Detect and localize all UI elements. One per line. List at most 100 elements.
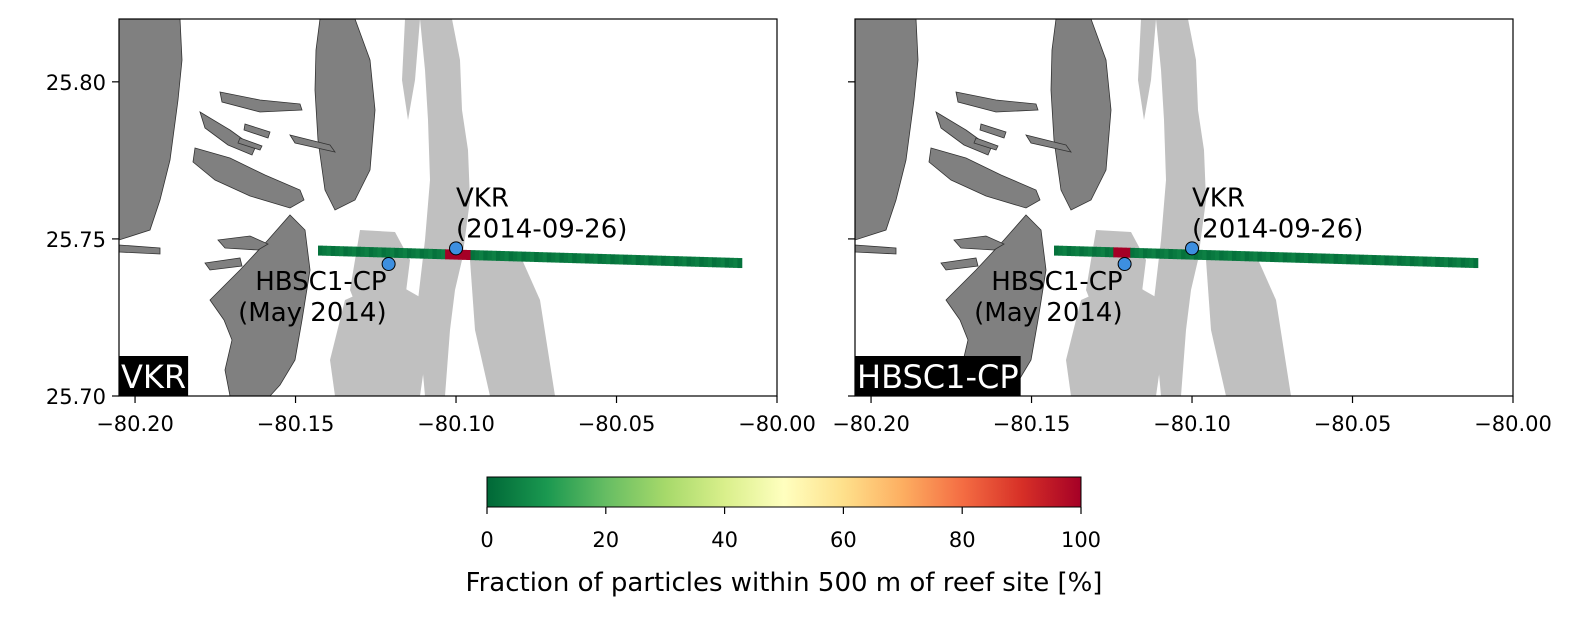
plot-frame <box>118 18 778 397</box>
transect-cell <box>1380 255 1386 266</box>
transect-cell <box>1460 257 1466 268</box>
transect-cell <box>1079 246 1085 257</box>
transect-cell <box>1287 252 1292 263</box>
transect-cell <box>474 250 480 261</box>
transect-cell <box>364 246 370 257</box>
transect-cell <box>432 248 438 259</box>
x-tick-label: −80.00 <box>738 412 816 436</box>
transect-cell <box>1320 253 1326 264</box>
transect-cell <box>1439 257 1445 268</box>
transect-cell <box>368 247 374 258</box>
transect-cell <box>1096 246 1102 257</box>
transect-cell <box>1337 254 1343 265</box>
transect-cell <box>678 256 683 267</box>
transect-cell <box>1121 247 1127 258</box>
transect-cell <box>343 246 349 257</box>
transect-cell <box>1248 251 1254 262</box>
transect <box>1054 245 1479 269</box>
transect-cell <box>1342 254 1347 265</box>
y-tick-label: 25.70 <box>46 385 106 409</box>
transect-cell <box>411 248 417 259</box>
colorbar: 0 20 40 60 80 100 Fraction of particles withi… <box>466 476 1102 598</box>
transect-cell <box>1215 250 1220 261</box>
transect-cell <box>733 257 739 268</box>
transect-cell <box>614 254 620 265</box>
transect-cell <box>428 248 434 259</box>
transect-cell <box>551 252 556 263</box>
transect-cell <box>445 249 450 260</box>
panel-label-text: HBSC1-CP <box>857 358 1019 396</box>
transect-cell <box>1126 247 1131 258</box>
transect-cell <box>1210 250 1216 261</box>
transect-cell <box>1414 256 1419 267</box>
transect-cell <box>1397 255 1403 266</box>
transect-cell <box>1240 251 1246 262</box>
transect-cell <box>1431 256 1436 267</box>
x-tick-label: −80.05 <box>578 412 656 436</box>
transect-cell <box>682 256 688 267</box>
colorbar-tick-label: 40 <box>711 528 738 552</box>
transect-cell <box>1329 253 1335 264</box>
transect-cell <box>1325 253 1331 264</box>
transect-cell <box>707 257 713 268</box>
transect-cell <box>1202 250 1208 261</box>
transect-cell <box>1464 257 1470 268</box>
site-label-hbsc1-cp: HBSC1-CP (May 2014) <box>238 267 386 328</box>
transect-cell <box>1176 249 1182 260</box>
transect-cell <box>1198 249 1203 260</box>
transect-cell <box>1278 252 1284 263</box>
transect-cell <box>567 253 573 264</box>
transect-cell <box>339 246 345 257</box>
transect-cell <box>618 254 624 265</box>
transect-cell <box>1274 252 1280 263</box>
transect-cell <box>479 250 484 261</box>
transect-cell <box>584 253 590 264</box>
transect-cell <box>504 251 510 262</box>
transect-cell <box>326 245 332 256</box>
transect-cell <box>470 250 476 261</box>
transect-cell <box>572 253 578 264</box>
transect-cell <box>652 255 658 266</box>
x-tick-label: −80.15 <box>993 412 1071 436</box>
transect-cell <box>1223 250 1229 261</box>
transect-cell <box>1193 249 1199 260</box>
transect-cell <box>1265 251 1271 262</box>
transect-cell <box>1409 256 1415 267</box>
transect-cell <box>419 248 425 259</box>
transect-cell <box>402 248 408 259</box>
transect-cell <box>724 257 730 268</box>
transect-cell <box>1270 252 1275 263</box>
transect-cell <box>1155 248 1161 259</box>
x-tick-label: −80.00 <box>1474 412 1552 436</box>
transect-cell <box>1100 246 1106 257</box>
transect-cell <box>1181 249 1186 260</box>
transect-cell <box>1066 245 1072 256</box>
transect-cell <box>1359 254 1364 265</box>
colorbar-tick-label: 0 <box>480 528 493 552</box>
transect-cell <box>1376 255 1381 266</box>
site-marker-vkr <box>1185 241 1200 256</box>
transect <box>318 245 743 269</box>
transect-cell <box>669 256 675 267</box>
transect-cell <box>529 251 535 262</box>
transect-cell <box>1142 248 1148 259</box>
site-label-vkr: VKR (2014-09-26) <box>1192 183 1363 244</box>
colorbar-gradient <box>486 476 1082 508</box>
transect-cell <box>559 252 565 263</box>
transect-cell <box>1384 255 1390 266</box>
transect-cell <box>1151 248 1157 259</box>
land-layer <box>119 19 376 396</box>
y-tick-label: 25.75 <box>46 228 106 252</box>
transect-cell <box>491 250 497 261</box>
transect-cell <box>1308 253 1314 264</box>
transect-cell <box>1164 248 1170 259</box>
transect-cell <box>1418 256 1424 267</box>
transect-cell <box>1473 258 1479 269</box>
transect-cell <box>623 254 628 265</box>
transect-cell <box>423 248 429 259</box>
transect-cell <box>627 254 633 265</box>
x-tick-label: −80.20 <box>832 412 910 436</box>
transect-cell <box>406 248 412 259</box>
transect-cell <box>1147 248 1153 259</box>
transect-cell <box>690 256 696 267</box>
